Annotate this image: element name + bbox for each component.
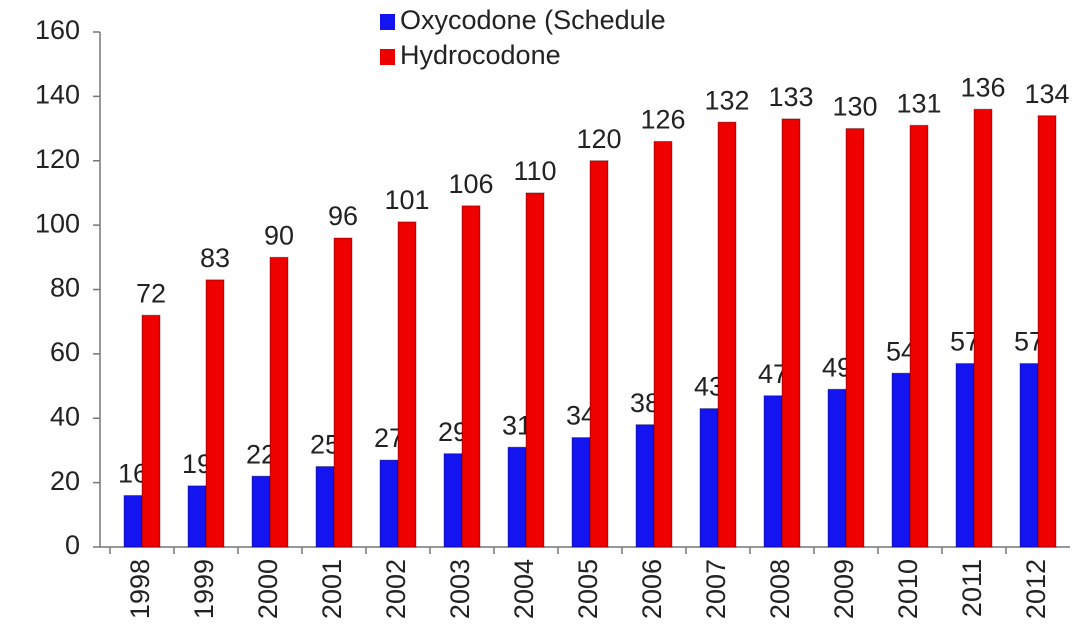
y-tick-label: 120 <box>35 144 80 174</box>
y-tick-label: 0 <box>65 530 80 560</box>
x-tick-label: 2011 <box>957 559 987 617</box>
y-tick-label: 40 <box>50 401 80 431</box>
x-tick-label: 2010 <box>893 559 923 619</box>
bar <box>461 205 481 548</box>
bar <box>397 221 417 548</box>
data-label: 136 <box>960 72 1005 102</box>
data-label: 131 <box>896 88 941 118</box>
x-tick-label: 2005 <box>573 559 603 619</box>
bar <box>379 459 399 548</box>
bar <box>699 408 719 548</box>
bar <box>827 388 847 548</box>
data-label: 133 <box>768 82 813 112</box>
x-tick-label: 2007 <box>701 559 731 619</box>
bar <box>315 466 335 548</box>
data-label: 90 <box>264 220 294 250</box>
bar <box>891 372 911 548</box>
bar <box>845 128 865 548</box>
y-tick-label: 80 <box>50 273 80 303</box>
bar <box>763 395 783 548</box>
data-label: 96 <box>328 201 358 231</box>
legend-swatch <box>380 49 395 65</box>
bar <box>973 108 993 548</box>
legend-swatch <box>380 14 395 30</box>
bar <box>635 424 655 548</box>
data-label: 101 <box>384 185 429 215</box>
x-tick-label: 2002 <box>381 559 411 619</box>
x-tick-label: 2008 <box>765 559 795 619</box>
data-label: 130 <box>832 92 877 122</box>
bar <box>653 140 673 548</box>
y-tick-label: 60 <box>50 337 80 367</box>
bar <box>781 118 801 548</box>
data-label: 120 <box>576 124 621 154</box>
x-tick-label: 2000 <box>253 559 283 619</box>
bar <box>123 495 143 548</box>
data-label: 132 <box>704 85 749 115</box>
legend-label: Oxycodone (Schedule <box>400 5 666 35</box>
bar <box>269 256 289 548</box>
data-label: 83 <box>200 243 230 273</box>
bar <box>909 124 929 548</box>
legend-label: Hydrocodone <box>400 40 561 70</box>
x-tick-label: 2012 <box>1021 559 1051 619</box>
bar <box>443 453 463 548</box>
data-label: 126 <box>640 105 685 135</box>
x-tick-label: 2009 <box>829 559 859 619</box>
bar <box>507 446 527 548</box>
y-tick-label: 140 <box>35 80 80 110</box>
bar <box>1019 363 1039 548</box>
x-tick-label: 2001 <box>317 559 347 619</box>
bar <box>251 475 271 548</box>
bar <box>1037 115 1057 548</box>
x-tick-label: 1998 <box>125 559 155 619</box>
x-tick-label: 2004 <box>509 559 539 619</box>
bar <box>205 279 225 548</box>
bar <box>717 121 737 548</box>
y-tick-label: 100 <box>35 208 80 238</box>
data-label: 106 <box>448 169 493 199</box>
x-tick-label: 2006 <box>637 559 667 619</box>
data-label: 134 <box>1024 79 1069 109</box>
bar <box>525 192 545 548</box>
y-tick-label: 20 <box>50 466 80 496</box>
x-tick-label: 2003 <box>445 559 475 619</box>
bar <box>955 363 975 548</box>
data-label: 110 <box>513 156 556 186</box>
bar <box>141 314 161 548</box>
data-label: 72 <box>136 278 166 308</box>
bar <box>589 160 609 548</box>
bar <box>333 237 353 548</box>
x-tick-label: 1999 <box>189 559 219 619</box>
y-tick-label: 160 <box>35 15 80 45</box>
bar <box>187 485 207 548</box>
bar <box>571 437 591 548</box>
